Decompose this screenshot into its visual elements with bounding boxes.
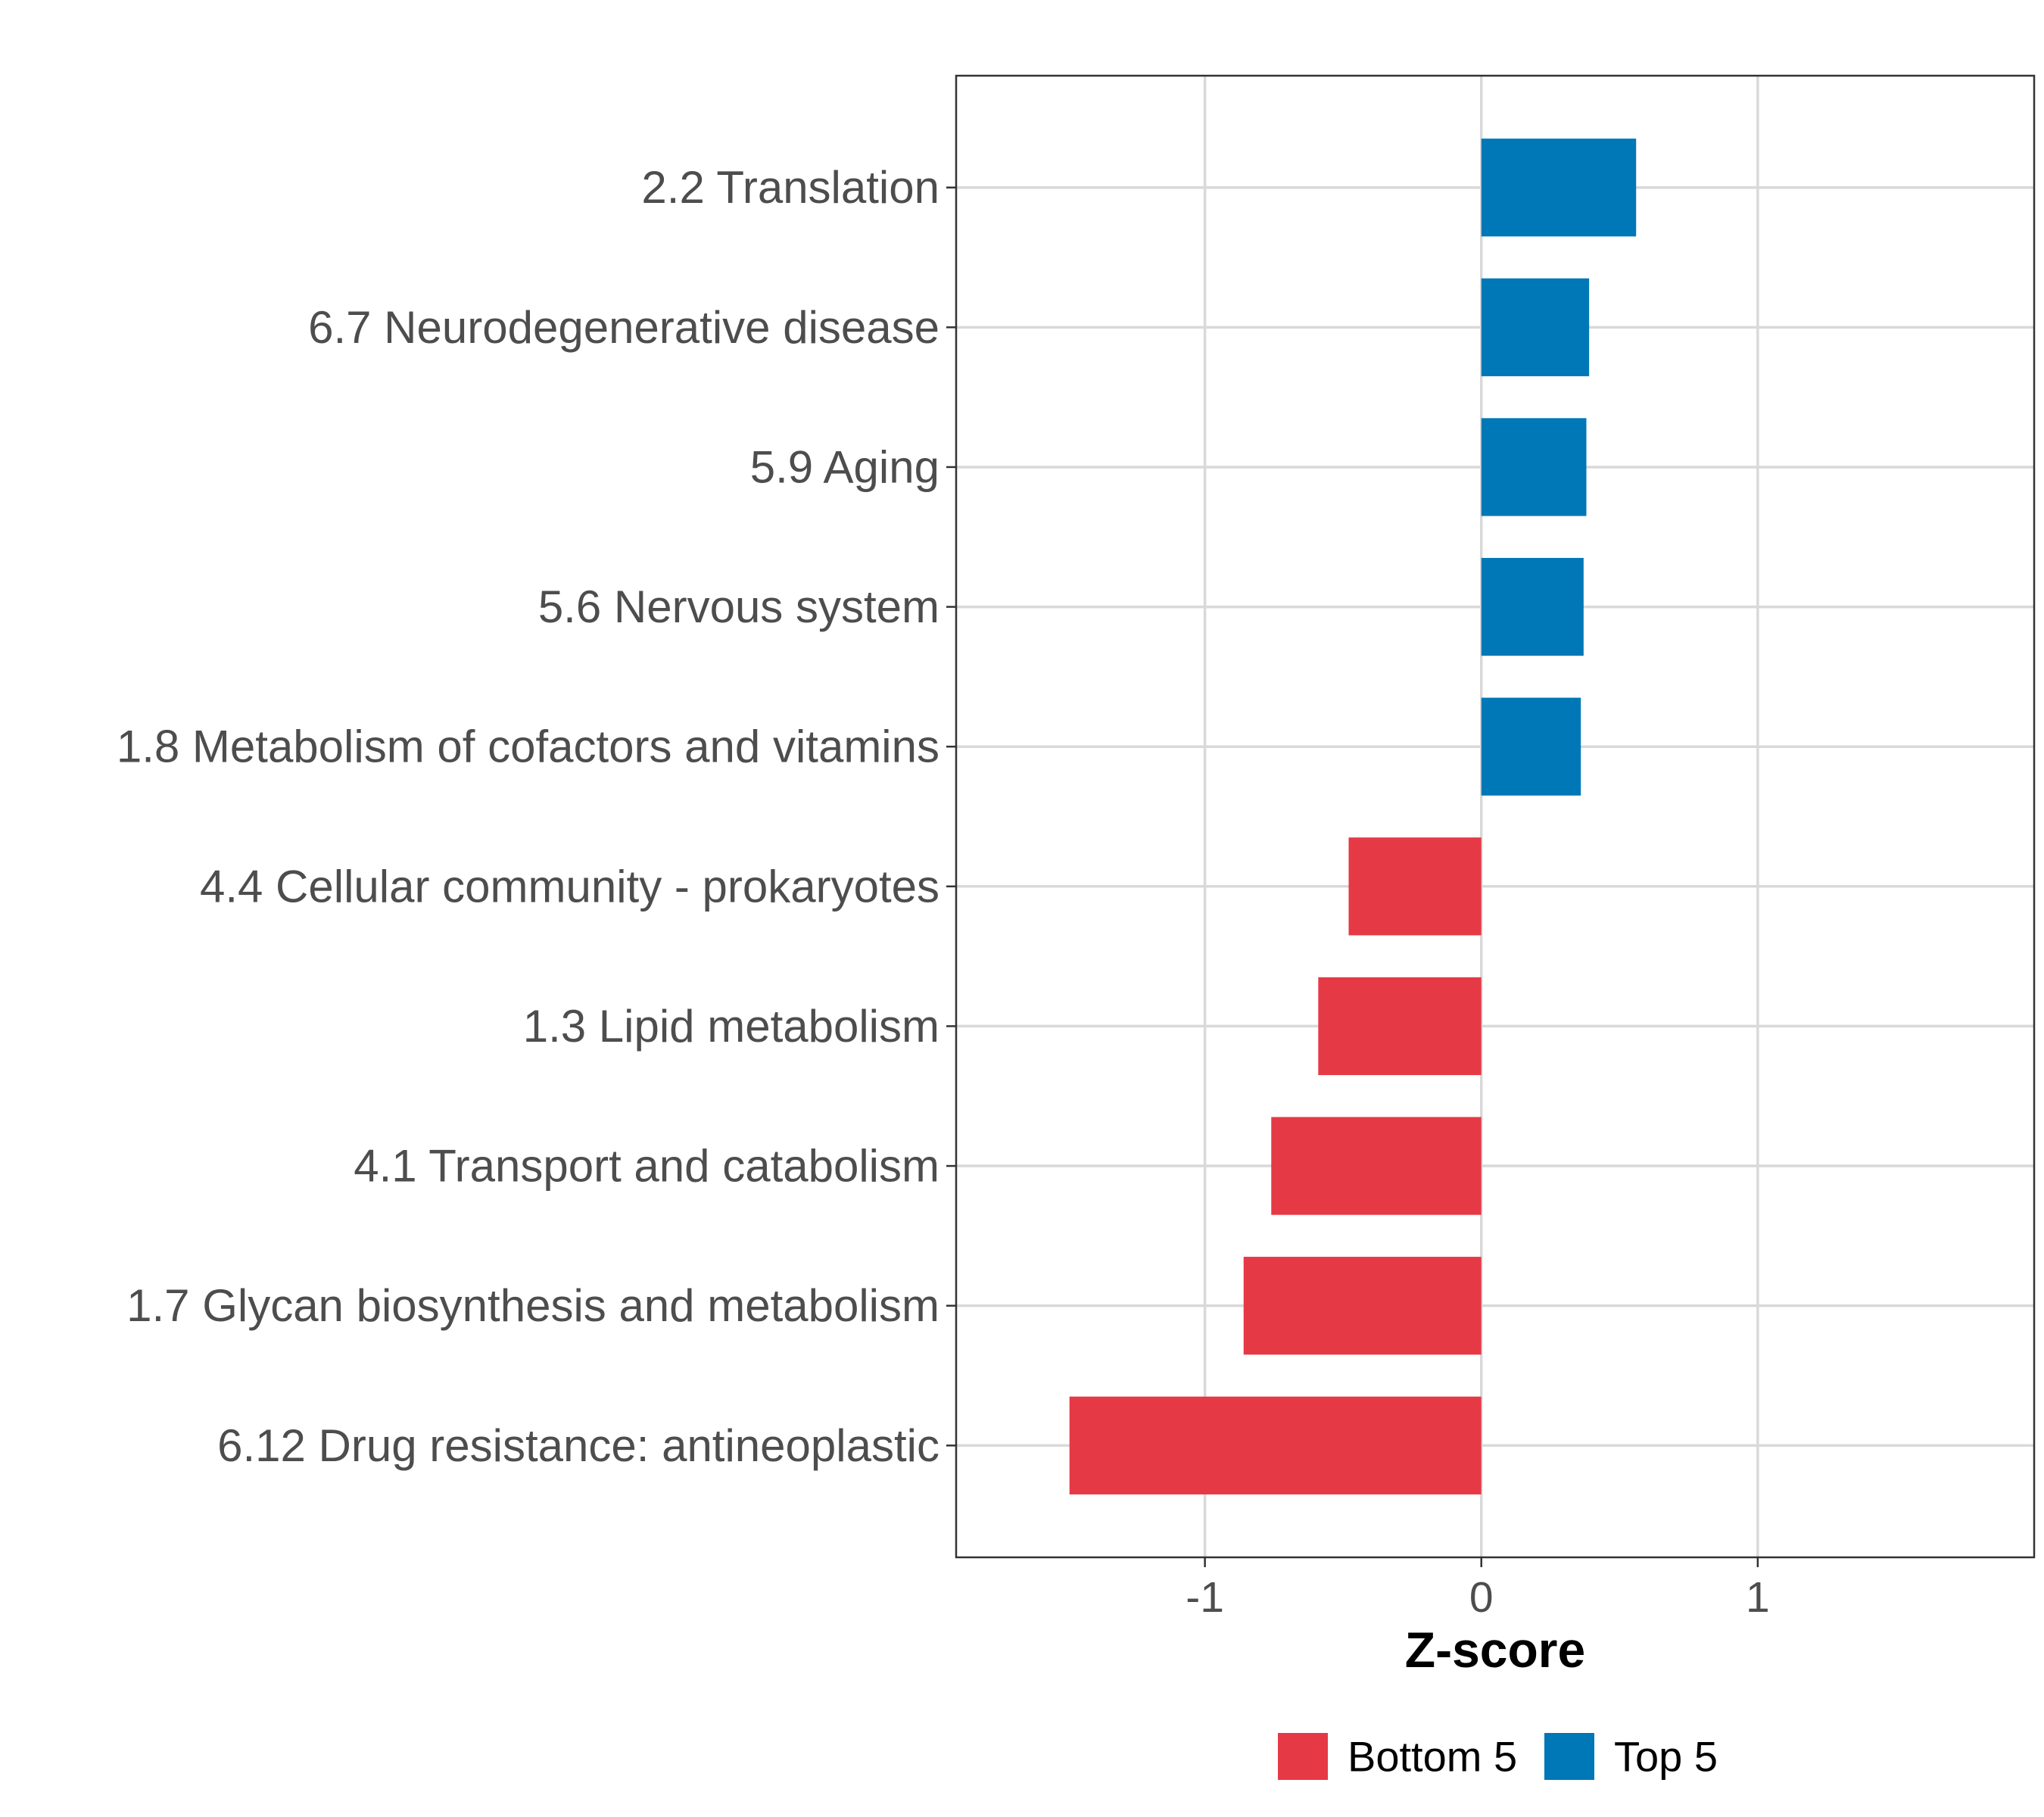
- category-label: 1.8 Metabolism of cofactors and vitamins: [117, 722, 939, 772]
- category-label: 5.9 Aging: [750, 441, 939, 492]
- x-tick-label: -1: [1186, 1573, 1224, 1622]
- category-label: 6.7 Neurodegenerative disease: [308, 302, 939, 353]
- bar: [1481, 418, 1587, 516]
- bar: [1348, 837, 1482, 936]
- legend-label: Top 5: [1614, 1733, 1718, 1781]
- bar: [1318, 977, 1482, 1076]
- category-label: 4.1 Transport and catabolism: [354, 1141, 939, 1192]
- x-tick-label: 1: [1746, 1573, 1770, 1622]
- bar: [1481, 139, 1637, 237]
- bar: [1481, 278, 1590, 376]
- bar: [1243, 1257, 1482, 1355]
- category-label: 1.3 Lipid metabolism: [523, 1001, 939, 1052]
- category-label: 1.7 Glycan biosynthesis and metabolism: [126, 1280, 939, 1331]
- category-label: 4.4 Cellular community - prokaryotes: [200, 861, 939, 912]
- legend: Bottom 5 Top 5: [1278, 1733, 1718, 1781]
- bar: [1271, 1117, 1482, 1215]
- x-axis: -1 0 1: [1186, 1557, 1770, 1622]
- legend-key: [1278, 1733, 1328, 1780]
- legend-label: Bottom 5: [1348, 1733, 1517, 1781]
- category-label: 5.6 Nervous system: [538, 581, 939, 632]
- bar: [1481, 697, 1581, 796]
- x-axis-title: Z-score: [1405, 1622, 1585, 1678]
- x-tick-label: 0: [1469, 1573, 1494, 1622]
- grid-lines: [956, 76, 2034, 1557]
- category-label: 6.12 Drug resistance: antineoplastic: [217, 1420, 939, 1471]
- bars: [1069, 139, 1637, 1494]
- bar: [1481, 557, 1584, 656]
- plot-panel-border: [955, 74, 2036, 1559]
- y-axis: 2.2 Translation 6.7 Neurodegenerative dis…: [117, 162, 956, 1471]
- bar: [1069, 1396, 1482, 1494]
- category-label: 2.2 Translation: [641, 162, 939, 213]
- legend-key: [1544, 1733, 1594, 1780]
